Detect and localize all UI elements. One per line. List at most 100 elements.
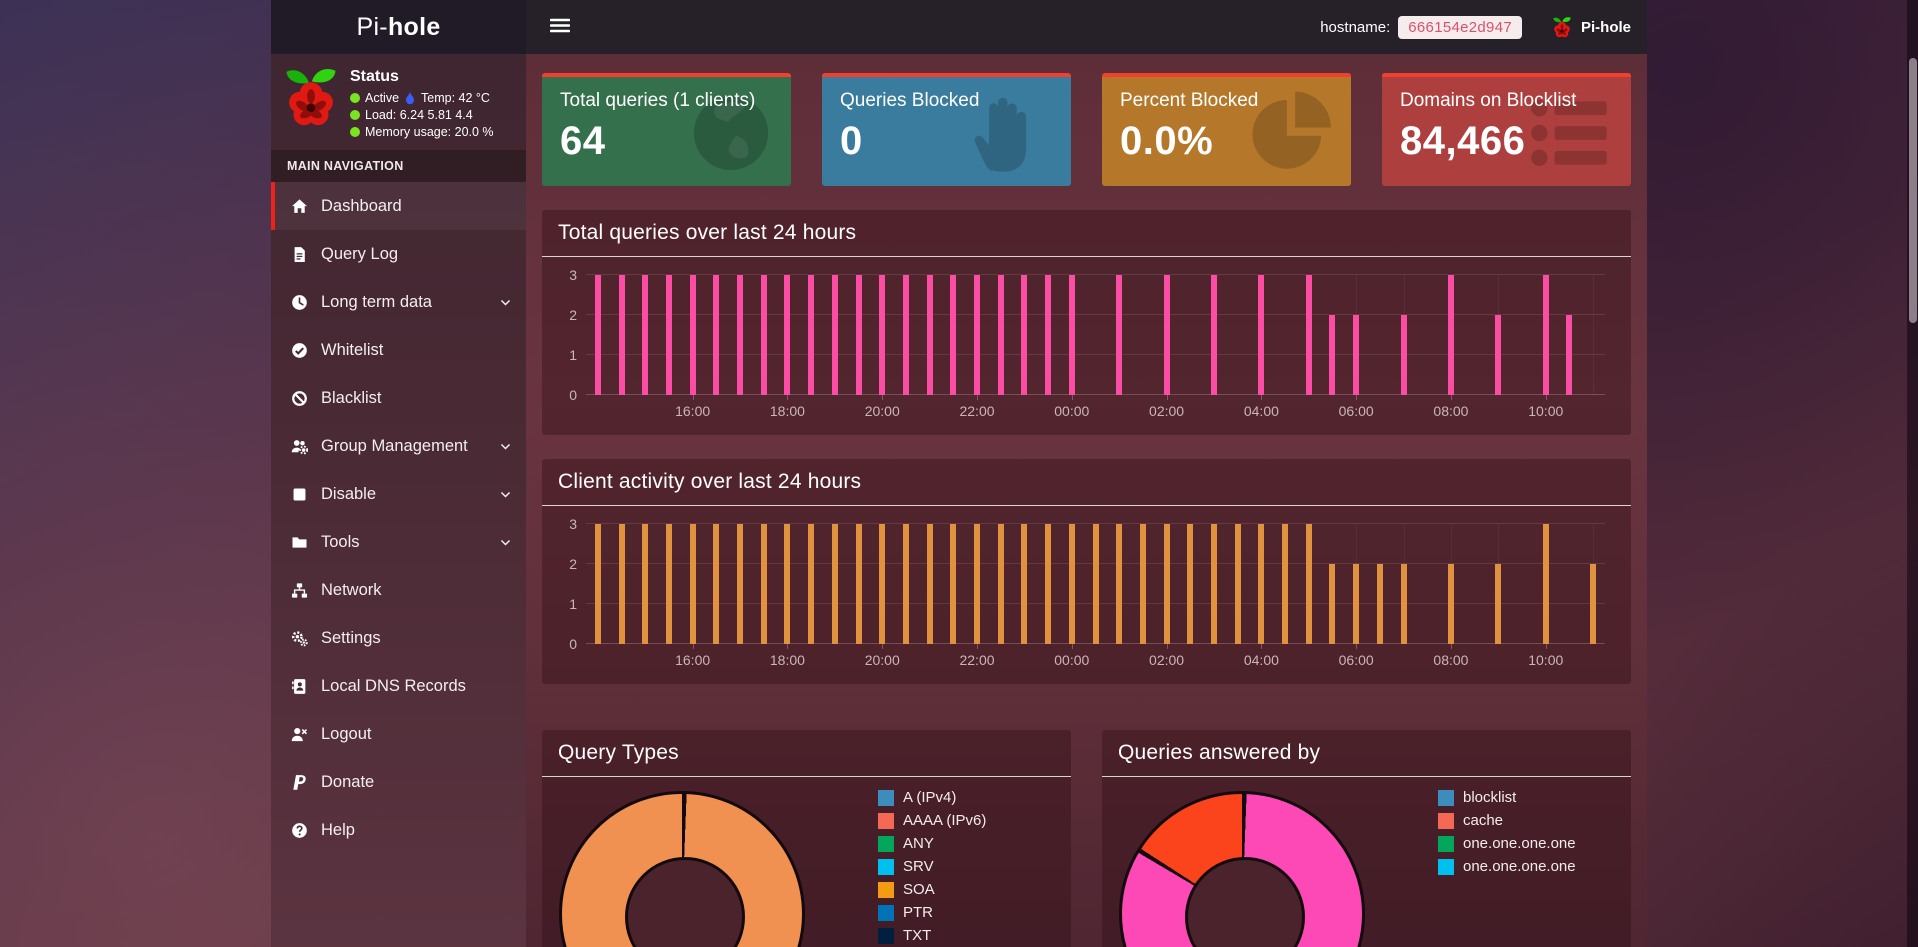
y-axis-label: 2 (569, 307, 577, 323)
legend-item-soa[interactable]: SOA (878, 881, 986, 898)
bar (808, 524, 815, 644)
sidebar-item-local-dns-records[interactable]: Local DNS Records (271, 662, 526, 710)
sidebar-item-disable[interactable]: Disable (271, 470, 526, 518)
legend-item-txt[interactable]: TXT (878, 927, 986, 944)
x-axis-label: 18:00 (769, 403, 805, 419)
list-icon (1527, 89, 1615, 177)
hamburger-icon (550, 17, 570, 37)
legend-item-one-one-one-one[interactable]: one.one.one.one (1438, 835, 1576, 852)
sidebar-item-logout[interactable]: Logout (271, 710, 526, 758)
chevron-down-icon (499, 440, 512, 453)
bar (1258, 524, 1265, 644)
globe-icon (687, 89, 775, 177)
sidebar-item-network[interactable]: Network (271, 566, 526, 614)
card-queries-blocked[interactable]: Queries Blocked 0 (822, 73, 1071, 186)
legend-item-ptr[interactable]: PTR (878, 904, 986, 921)
legend-label: A (IPv4) (903, 789, 957, 806)
scrollbar-thumb[interactable] (1908, 58, 1917, 323)
status-title: Status (350, 68, 399, 85)
x-axis-label: 06:00 (1338, 652, 1374, 668)
bar (808, 275, 815, 395)
chevron-down-icon (499, 488, 512, 501)
sidebar-item-group-management[interactable]: Group Management (271, 422, 526, 470)
x-axis-tick (692, 395, 694, 400)
status-memory-label: Memory usage: 20.0 % (365, 125, 494, 139)
dashboard-content: Total queries (1 clients) 64 Queries Block… (526, 54, 1647, 947)
x-axis-label: 10:00 (1528, 403, 1564, 419)
x-axis-label: 16:00 (675, 403, 711, 419)
folder-icon (289, 534, 310, 551)
legend-item-a-ipv4[interactable]: A (IPv4) (878, 789, 986, 806)
sidebar-toggle-button[interactable] (544, 11, 576, 43)
sidebar-item-donate[interactable]: Donate (271, 758, 526, 806)
legend-swatch (878, 881, 894, 898)
legend-label: AAAA (IPv6) (903, 812, 987, 829)
bar (855, 524, 862, 644)
address-book-icon (289, 678, 310, 695)
x-axis-tick (787, 395, 789, 400)
y-axis-label: 1 (569, 596, 577, 612)
bar (642, 524, 649, 644)
navbar-brand-link[interactable]: Pi-hole (1580, 18, 1631, 36)
panel-header: Queries answered by (1102, 730, 1631, 777)
x-axis-label: 08:00 (1433, 652, 1469, 668)
x-axis-tick (692, 644, 694, 649)
sidebar-item-dashboard[interactable]: Dashboard (271, 182, 526, 230)
x-axis-label: 00:00 (1054, 403, 1090, 419)
x-axis-label: 02:00 (1149, 403, 1185, 419)
bar (1210, 524, 1217, 644)
check-circle-icon (289, 342, 310, 359)
legend-item-one-one-one-one[interactable]: one.one.one.one (1438, 858, 1576, 875)
legend-item-aaaa-ipv6[interactable]: AAAA (IPv6) (878, 812, 986, 829)
bar (1163, 524, 1170, 644)
bar (594, 275, 601, 395)
bar (1210, 275, 1217, 395)
bar (665, 275, 672, 395)
x-axis-tick (1071, 395, 1073, 400)
legend-label: one.one.one.one (1463, 835, 1576, 852)
legend-item-blocklist[interactable]: blocklist (1438, 789, 1576, 806)
legend-swatch (878, 812, 894, 829)
x-axis-tick (1450, 644, 1452, 649)
sidebar-item-settings[interactable]: Settings (271, 614, 526, 662)
sidebar-item-label: Long term data (321, 292, 432, 311)
scrollbar-track[interactable] (1907, 0, 1918, 947)
y-axis-label: 1 (569, 347, 577, 363)
bar (997, 524, 1004, 644)
legend-item-any[interactable]: ANY (878, 835, 986, 852)
bar (1495, 315, 1502, 395)
summary-cards-row: Total queries (1 clients) 64 Queries Block… (542, 73, 1631, 186)
bar (1305, 524, 1312, 644)
status-dot-icon (350, 93, 360, 103)
sidebar-item-help[interactable]: Help (271, 806, 526, 854)
ban-icon (289, 390, 310, 407)
card-total-queries-1-clients[interactable]: Total queries (1 clients) 64 (542, 73, 791, 186)
bar (1068, 275, 1075, 395)
brand-logo[interactable]: Pi-hole (271, 0, 526, 54)
raspberry-logo (283, 67, 339, 134)
bar (1021, 524, 1028, 644)
card-domains-on-blocklist[interactable]: Domains on Blocklist 84,466 (1382, 73, 1631, 186)
sidebar-item-tools[interactable]: Tools (271, 518, 526, 566)
legend-swatch (878, 835, 894, 852)
legend-label: blocklist (1463, 789, 1517, 806)
x-axis-tick (1166, 395, 1168, 400)
bar (1045, 524, 1052, 644)
sidebar-item-label: Blacklist (321, 388, 382, 407)
status-dot-icon (350, 110, 360, 120)
x-axis-label: 10:00 (1528, 652, 1564, 668)
sidebar-item-query-log[interactable]: Query Log (271, 230, 526, 278)
legend-item-srv[interactable]: SRV (878, 858, 986, 875)
query-types-legend: A (IPv4)AAAA (IPv6)ANYSRVSOAPTRTXTNAPTR (878, 789, 986, 947)
bar (1542, 275, 1549, 395)
card-percent-blocked[interactable]: Percent Blocked 0.0% (1102, 73, 1351, 186)
sidebar-item-whitelist[interactable]: Whitelist (271, 326, 526, 374)
bar (594, 524, 601, 644)
sidebar-item-blacklist[interactable]: Blacklist (271, 374, 526, 422)
sidebar-item-label: Tools (321, 532, 360, 551)
sidebar-item-long-term-data[interactable]: Long term data (271, 278, 526, 326)
legend-label: one.one.one.one (1463, 858, 1576, 875)
legend-item-cache[interactable]: cache (1438, 812, 1576, 829)
app-window: Pi-hole hostname: 666154e2d947 Pi-hole S… (271, 0, 1647, 947)
legend-swatch (1438, 835, 1454, 852)
